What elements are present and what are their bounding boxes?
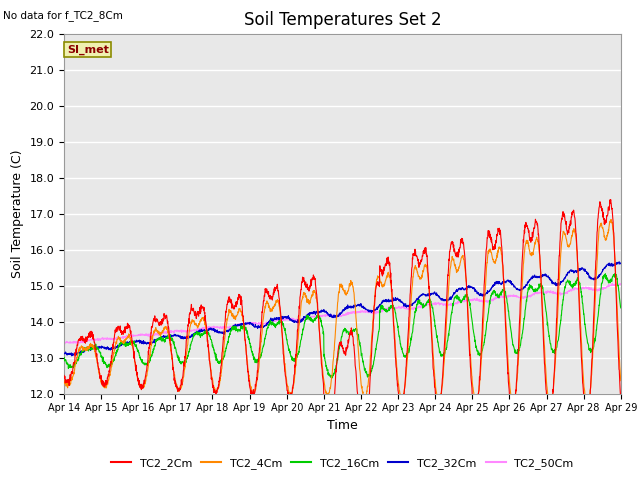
Y-axis label: Soil Temperature (C): Soil Temperature (C): [11, 149, 24, 278]
X-axis label: Time: Time: [327, 419, 358, 432]
Text: SI_met: SI_met: [67, 44, 109, 55]
Legend: TC2_2Cm, TC2_4Cm, TC2_16Cm, TC2_32Cm, TC2_50Cm: TC2_2Cm, TC2_4Cm, TC2_16Cm, TC2_32Cm, TC…: [107, 453, 578, 473]
Text: No data for f_TC2_8Cm: No data for f_TC2_8Cm: [3, 11, 123, 22]
Title: Soil Temperatures Set 2: Soil Temperatures Set 2: [244, 11, 441, 29]
